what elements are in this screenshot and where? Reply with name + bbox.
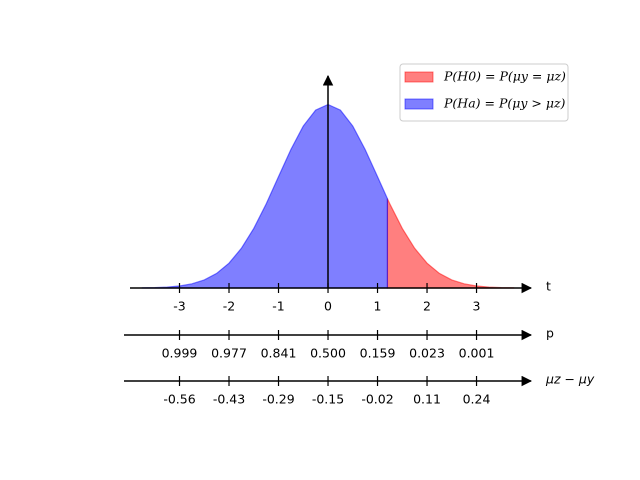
tick-label: 0.24 [463, 392, 491, 407]
tick-label: -3 [173, 299, 185, 314]
legend: P(H0) = P(μy = μz) P(Ha) = P(μy > μz) [399, 63, 569, 122]
axis-label: μz − μy [545, 372, 595, 387]
axis-label: p [546, 326, 554, 341]
tick-label: 0.023 [409, 346, 445, 361]
tick-label: 0.001 [459, 346, 495, 361]
tick-label: -1 [272, 299, 284, 314]
tick-label: -0.29 [262, 392, 294, 407]
tick-label: 2 [423, 299, 431, 314]
tick-label: 0.11 [413, 392, 441, 407]
tick-label: 0.841 [261, 346, 297, 361]
tick-label: -0.43 [213, 392, 245, 407]
tick-label: 1 [374, 299, 382, 314]
area [386, 198, 515, 289]
tick-label: 0.977 [211, 346, 247, 361]
legend-label: P(H0) = P(μy = μz) [443, 69, 566, 84]
tick-label: -2 [223, 299, 235, 314]
area [141, 103, 389, 289]
tick-label: 3 [473, 299, 481, 314]
axis-label: t [546, 279, 551, 294]
tick-label: -0.15 [312, 392, 344, 407]
legend-box [399, 63, 569, 122]
legend-swatch [404, 98, 434, 110]
tick-label: -0.56 [163, 392, 195, 407]
tick-label: 0.999 [162, 346, 198, 361]
tick-label: 0 [324, 299, 332, 314]
tick-label: 0.500 [310, 346, 346, 361]
legend-label: P(Ha) = P(μy > μz) [443, 96, 566, 111]
legend-swatch [404, 71, 434, 83]
axes: t -3 -2 -1 0 1 2 3 p 0.999 0.977 0.841 0.500 0.159 0.0… [124, 279, 595, 407]
tick-label: 0.159 [360, 346, 396, 361]
tick-label: -0.02 [361, 392, 393, 407]
